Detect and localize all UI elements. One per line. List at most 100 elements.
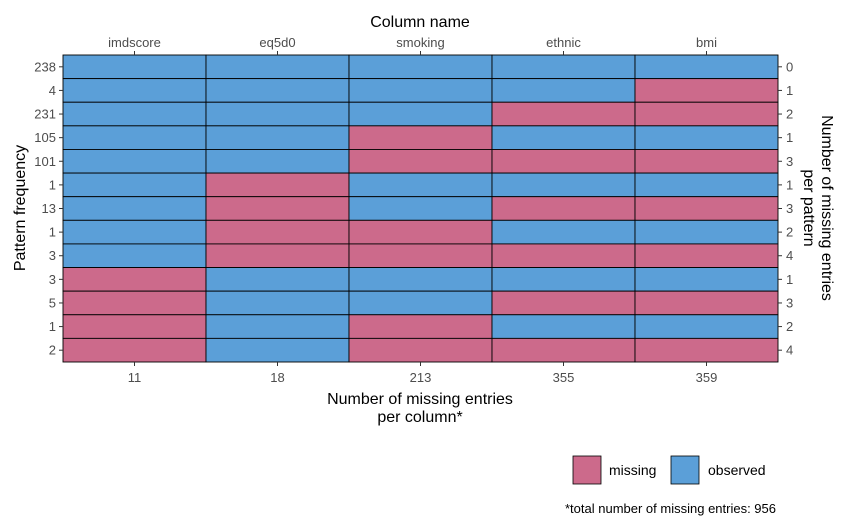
heatmap-cell [634,337,779,363]
heatmap-cell [205,172,350,198]
column-missing-count-label: 18 [270,370,284,385]
pattern-missing-count-ticks: 0 1 2 1 3 1 3 2 4 1 3 2 4 [778,59,793,358]
pattern-missing-count-label: 1 [786,83,793,98]
heatmap-cell [205,337,350,363]
pattern-missing-count-label: 1 [786,272,793,287]
heatmap-cell [491,219,636,245]
pattern-frequency-label: 3 [49,272,56,287]
heatmap-cell [62,314,207,339]
heatmap-cell [62,172,207,198]
column-name-ticks: imdscore eq5d0 smoking ethnic bmi [108,35,717,55]
heatmap-cell [348,337,493,363]
heatmap-cell [491,172,636,198]
heatmap-cell [62,54,207,80]
heatmap-cell [634,78,779,103]
heatmap-cell [348,78,493,103]
right-axis-title-line-2: per pattern [800,169,817,246]
legend-missing-swatch [572,455,602,485]
column-missing-count-label: 355 [553,370,575,385]
heatmap-cell [348,149,493,174]
heatmap-cell [62,267,207,292]
heatmap-cell [491,125,636,150]
column-missing-count-label: 359 [696,370,718,385]
pattern-missing-count-label: 1 [786,130,793,145]
pattern-frequency-label: 3 [49,248,56,263]
column-name-label: bmi [696,35,717,50]
heatmap-cell [634,54,779,80]
pattern-missing-count-label: 3 [786,295,793,310]
heatmap-cell [491,149,636,174]
column-missing-count-ticks: 11 18 213 355 359 [128,362,718,385]
heatmap-cell [205,267,350,292]
heatmap-cell [491,101,636,127]
heatmap-cells [62,54,779,363]
pattern-frequency-label: 13 [42,201,56,216]
heatmap-cell [634,219,779,245]
column-missing-count-label: 11 [128,370,142,385]
pattern-frequency-label: 105 [34,130,56,145]
heatmap-cell [348,101,493,127]
heatmap-cell [491,78,636,103]
heatmap-cell [205,219,350,245]
column-name-label: ethnic [546,35,581,50]
heatmap-cell [205,54,350,80]
heatmap-cell [205,243,350,268]
heatmap-cell [634,101,779,127]
heatmap-cell [205,290,350,316]
heatmap-cell [634,172,779,198]
pattern-missing-count-label: 0 [786,59,793,74]
heatmap-cell [491,290,636,316]
pattern-missing-count-label: 4 [786,343,793,358]
column-name-label: smoking [396,35,444,50]
heatmap-cell [348,54,493,80]
heatmap-cell [62,78,207,103]
heatmap-cell [491,267,636,292]
pattern-missing-count-label: 3 [786,201,793,216]
heatmap-cell [205,101,350,127]
heatmap-cell [62,125,207,150]
pattern-frequency-label: 231 [34,107,56,122]
legend-observed-swatch [670,455,700,485]
heatmap-cell [62,337,207,363]
pattern-missing-count-label: 3 [786,154,793,169]
heatmap-cell [491,314,636,339]
pattern-frequency-label: 238 [34,59,56,74]
heatmap-cell [348,243,493,268]
pattern-missing-count-label: 2 [786,319,793,334]
top-axis-title: Column name [370,14,470,31]
pattern-frequency-label: 101 [34,154,56,169]
bottom-axis-title-line-1: Number of missing entries [327,391,513,408]
right-axis-title: Number of missing entries per pattern [800,115,835,301]
heatmap-cell [62,149,207,174]
pattern-missing-count-label: 4 [786,248,793,263]
column-missing-count-label: 213 [410,370,432,385]
column-name-label: imdscore [108,35,161,50]
heatmap-cell [62,290,207,316]
heatmap-cell [62,243,207,268]
legend: missing observed [572,455,766,485]
column-name-label: eq5d0 [259,35,295,50]
heatmap-cell [491,54,636,80]
heatmap-cell [62,101,207,127]
pattern-frequency-label: 5 [49,295,56,310]
legend-missing-label: missing [609,462,656,478]
heatmap-cell [348,290,493,316]
bottom-axis-title-line-2: per column* [377,409,462,426]
heatmap-cell [634,196,779,221]
pattern-missing-count-label: 1 [786,177,793,192]
right-axis-title-line-1: Number of missing entries [818,115,835,301]
heatmap-cell [205,196,350,221]
footnote: *total number of missing entries: 956 [565,501,776,516]
pattern-frequency-label: 2 [49,343,56,358]
heatmap-cell [491,196,636,221]
heatmap-cell [348,219,493,245]
pattern-frequency-label: 1 [49,225,56,240]
heatmap-cell [205,78,350,103]
heatmap-cell [62,219,207,245]
legend-observed-label: observed [708,462,766,478]
heatmap-cell [634,243,779,268]
heatmap-cell [348,267,493,292]
pattern-frequency-label: 1 [49,177,56,192]
